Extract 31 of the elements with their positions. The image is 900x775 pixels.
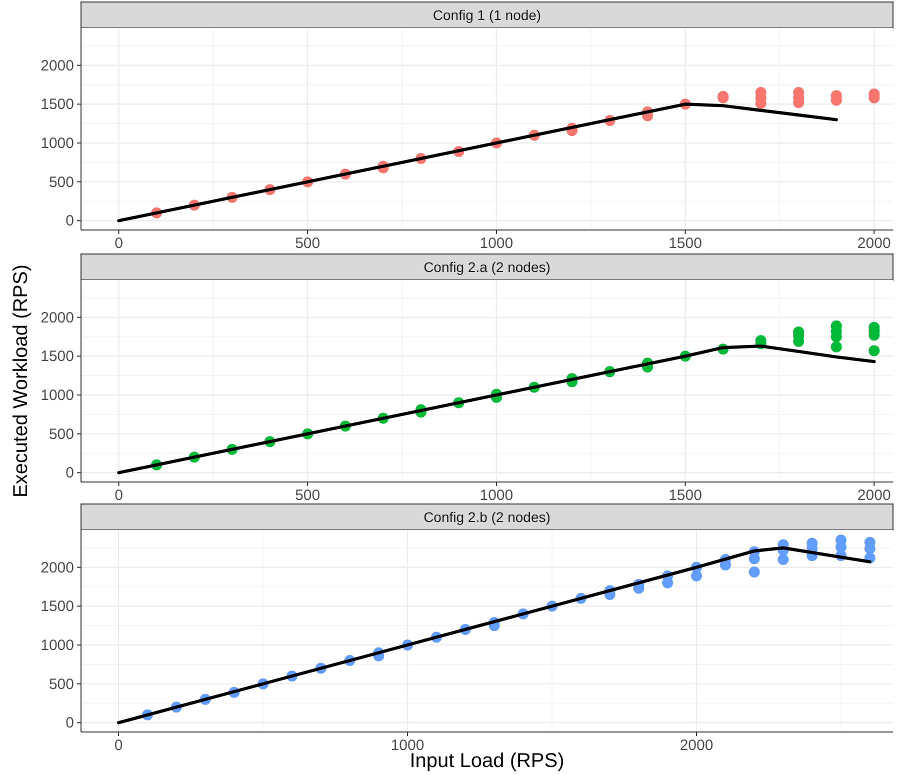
y-tick-label: 2000	[40, 309, 74, 326]
y-axis-title: Executed Workload (RPS)	[10, 264, 32, 498]
x-tick-label: 2000	[857, 235, 891, 252]
y-tick-label: 1000	[40, 386, 74, 404]
y-tick-label: 1500	[40, 348, 74, 366]
y-tick-label: 500	[48, 676, 74, 693]
x-tick-label: 0	[114, 487, 123, 504]
x-tick-label: 500	[295, 487, 320, 504]
y-tick-label: 500	[48, 426, 74, 443]
y-tick-label: 1000	[40, 636, 74, 654]
y-tick-label: 0	[66, 212, 74, 230]
y-tick-label: 2000	[40, 559, 74, 576]
y-tick-label: 0	[66, 714, 74, 732]
x-tick-label: 0	[114, 737, 123, 754]
x-tick-label: 0	[114, 235, 123, 252]
y-tick-label: 1500	[40, 598, 74, 616]
chart-title: Config 2.a (2 nodes)	[424, 259, 550, 275]
x-tick-label: 2000	[680, 737, 714, 754]
x-tick-label: 1000	[480, 487, 514, 504]
x-tick-label: 1500	[668, 487, 702, 504]
y-tick-label: 2000	[40, 57, 74, 74]
y-tick-label: 1500	[40, 96, 74, 114]
y-tick-label: 1000	[40, 134, 74, 152]
chart-title: Config 2.b (2 nodes)	[424, 509, 550, 525]
chart-title: Config 1 (1 node)	[432, 7, 542, 23]
x-tick-label: 2000	[857, 487, 891, 504]
x-tick-label: 1500	[668, 235, 702, 252]
x-tick-label: 500	[295, 235, 320, 252]
x-tick-label: 1000	[480, 235, 514, 252]
y-tick-label: 500	[48, 174, 74, 191]
y-tick-label: 0	[66, 464, 74, 482]
